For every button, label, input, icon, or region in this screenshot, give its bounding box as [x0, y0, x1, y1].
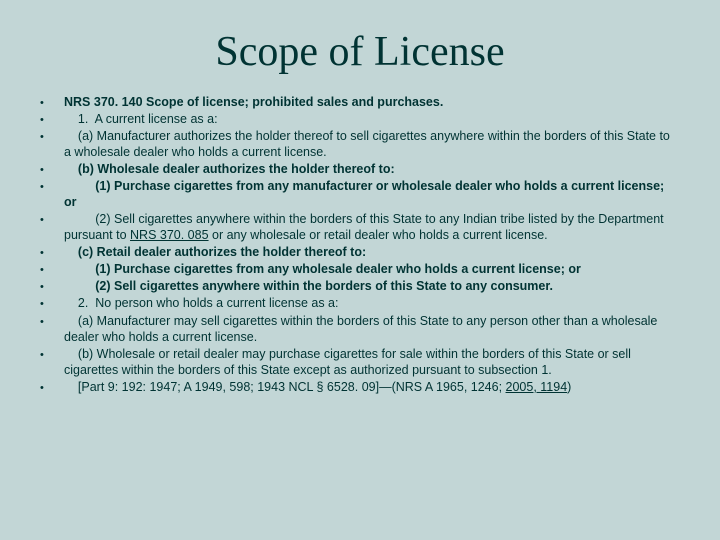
text-lead: (a) Manufacturer authorizes the holder t…	[64, 129, 673, 159]
item-text: (1) Purchase cigarettes from any manufac…	[64, 178, 680, 210]
statute-link[interactable]: 2005, 1194	[506, 380, 568, 394]
item-text: (2) Sell cigarettes anywhere within the …	[64, 211, 680, 243]
slide: { "title": "Scope of License", "bullets"…	[0, 0, 720, 540]
item-text: (b) Wholesale or retail dealer may purch…	[64, 346, 680, 378]
list-item: • (a) Manufacturer authorizes the holder…	[40, 128, 680, 160]
item-text: (a) Manufacturer may sell cigarettes wit…	[64, 313, 680, 345]
text-lead: (2) Sell cigarettes anywhere within the …	[64, 279, 553, 293]
content-body: • NRS 370. 140 Scope of license; prohibi…	[0, 94, 720, 395]
slide-title: Scope of License	[0, 0, 720, 94]
item-text: (1) Purchase cigarettes from any wholesa…	[64, 261, 680, 277]
bullet-icon: •	[40, 379, 64, 395]
text-lead: 2. No person who holds a current license…	[64, 296, 338, 310]
list-item: • 1. A current license as a:	[40, 111, 680, 127]
list-item: • [Part 9: 192: 1947; A 1949, 598; 1943 …	[40, 379, 680, 395]
bullet-icon: •	[40, 94, 64, 110]
text-tail: or any wholesale or retail dealer who ho…	[209, 228, 548, 242]
bullet-icon: •	[40, 261, 64, 277]
list-item: • (2) Sell cigarettes anywhere within th…	[40, 278, 680, 294]
bullet-icon: •	[40, 295, 64, 311]
item-text: [Part 9: 192: 1947; A 1949, 598; 1943 NC…	[64, 379, 680, 395]
list-item: • (1) Purchase cigarettes from any whole…	[40, 261, 680, 277]
bullet-icon: •	[40, 111, 64, 127]
list-item: • 2. No person who holds a current licen…	[40, 295, 680, 311]
item-text: NRS 370. 140 Scope of license; prohibite…	[64, 94, 680, 110]
bullet-icon: •	[40, 178, 64, 194]
text-lead: 1. A current license as a:	[64, 112, 218, 126]
bullet-icon: •	[40, 211, 64, 227]
item-text: 2. No person who holds a current license…	[64, 295, 680, 311]
list-item: • (1) Purchase cigarettes from any manuf…	[40, 178, 680, 210]
item-text: (a) Manufacturer authorizes the holder t…	[64, 128, 680, 160]
text-lead: (b) Wholesale dealer authorizes the hold…	[64, 162, 395, 176]
list-item: • (2) Sell cigarettes anywhere within th…	[40, 211, 680, 243]
text-lead: (c) Retail dealer authorizes the holder …	[64, 245, 366, 259]
bullet-icon: •	[40, 161, 64, 177]
bullet-icon: •	[40, 346, 64, 362]
list-item: • (b) Wholesale or retail dealer may pur…	[40, 346, 680, 378]
list-item: • NRS 370. 140 Scope of license; prohibi…	[40, 94, 680, 110]
list-item: • (a) Manufacturer may sell cigarettes w…	[40, 313, 680, 345]
bullet-icon: •	[40, 128, 64, 144]
text-tail: )	[567, 380, 571, 394]
list-item: • (c) Retail dealer authorizes the holde…	[40, 244, 680, 260]
bullet-icon: •	[40, 278, 64, 294]
text-lead: (1) Purchase cigarettes from any manufac…	[64, 179, 668, 209]
text-rest: Scope of license; prohibited sales and p…	[143, 95, 444, 109]
text-lead: (b) Wholesale or retail dealer may purch…	[64, 347, 634, 377]
statute-link[interactable]: NRS 370. 085	[130, 228, 209, 242]
item-text: (2) Sell cigarettes anywhere within the …	[64, 278, 680, 294]
item-text: (b) Wholesale dealer authorizes the hold…	[64, 161, 680, 177]
text-lead: NRS 370. 140	[64, 95, 143, 109]
bullet-icon: •	[40, 244, 64, 260]
item-text: 1. A current license as a:	[64, 111, 680, 127]
item-text: (c) Retail dealer authorizes the holder …	[64, 244, 680, 260]
text-lead: (1) Purchase cigarettes from any wholesa…	[64, 262, 581, 276]
list-item: • (b) Wholesale dealer authorizes the ho…	[40, 161, 680, 177]
text-lead: [Part 9: 192: 1947; A 1949, 598; 1943 NC…	[64, 380, 506, 394]
text-lead: (a) Manufacturer may sell cigarettes wit…	[64, 314, 661, 344]
bullet-icon: •	[40, 313, 64, 329]
